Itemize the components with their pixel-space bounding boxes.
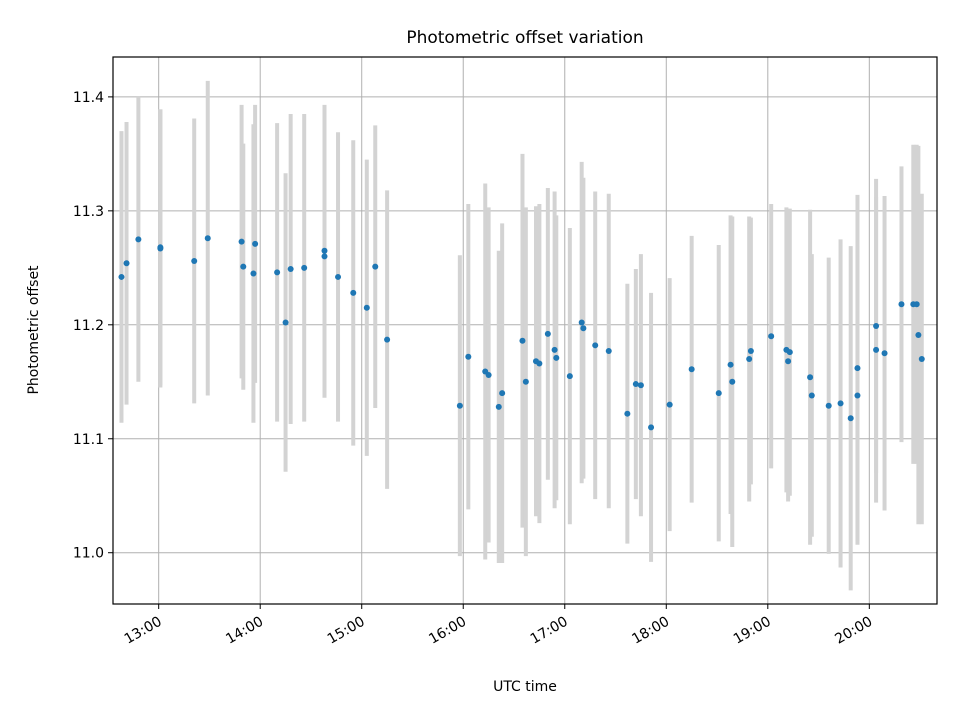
data-point (807, 374, 814, 381)
data-point (605, 348, 612, 355)
data-point (768, 333, 775, 340)
y-tick-label: 11.3 (73, 204, 104, 220)
data-point (847, 415, 854, 422)
y-axis-label: Photometric offset (26, 265, 42, 395)
data-point (747, 348, 754, 355)
data-point (372, 263, 379, 270)
y-tick-label: 11.4 (73, 90, 104, 106)
data-point (648, 424, 655, 431)
data-point (898, 301, 905, 308)
data-point (727, 361, 734, 368)
data-point (881, 350, 888, 357)
data-point (287, 265, 294, 272)
data-point (335, 273, 342, 280)
data-point (191, 257, 198, 264)
data-point (825, 402, 832, 409)
data-point (123, 260, 130, 267)
data-point (808, 392, 815, 399)
data-point (632, 381, 639, 388)
data-point (274, 269, 281, 276)
data-point (854, 365, 861, 372)
data-point (544, 330, 551, 337)
data-point (456, 402, 463, 409)
data-point (363, 304, 370, 311)
data-point (282, 319, 289, 326)
plot-frame (112, 56, 938, 605)
data-point (252, 240, 259, 247)
data-point (566, 373, 573, 380)
data-point (485, 371, 492, 378)
data-point (785, 358, 792, 365)
data-point (522, 378, 529, 385)
data-point (913, 301, 920, 308)
data-point (873, 322, 880, 329)
data-point (465, 353, 472, 360)
chart-title: Photometric offset variation (406, 28, 643, 48)
y-tick-label: 11.0 (73, 546, 104, 562)
data-point (918, 355, 925, 362)
data-points (118, 235, 925, 431)
data-point (250, 270, 257, 277)
data-point (915, 332, 922, 339)
data-point (578, 319, 585, 326)
data-point (495, 403, 502, 410)
data-point (135, 236, 142, 243)
data-point (715, 390, 722, 397)
data-point (873, 346, 880, 353)
x-axis-label: UTC time (493, 679, 557, 695)
data-point (536, 360, 543, 367)
data-point (553, 354, 560, 361)
data-point (624, 410, 631, 417)
data-point (837, 400, 844, 407)
data-point (729, 378, 736, 385)
data-point (854, 392, 861, 399)
data-point (580, 325, 587, 332)
y-tick-label: 11.1 (73, 432, 104, 448)
data-point (384, 336, 391, 343)
data-point (238, 238, 245, 245)
y-axis-ticks: 11.0 11.1 11.2 11.3 11.4 (73, 90, 113, 562)
data-point (551, 346, 558, 353)
data-point (519, 337, 526, 344)
data-point (321, 253, 328, 260)
data-point (746, 355, 753, 362)
data-point (637, 382, 644, 389)
data-point (786, 349, 793, 356)
data-point (350, 289, 357, 296)
data-point (118, 273, 125, 280)
data-point (240, 263, 247, 270)
data-point (688, 366, 695, 373)
data-point (666, 401, 673, 408)
y-tick-label: 11.2 (73, 318, 104, 334)
data-point (499, 390, 506, 397)
data-point (592, 342, 599, 349)
data-point (301, 264, 308, 271)
data-point (321, 247, 328, 254)
data-point (204, 235, 211, 242)
data-point (157, 244, 164, 251)
